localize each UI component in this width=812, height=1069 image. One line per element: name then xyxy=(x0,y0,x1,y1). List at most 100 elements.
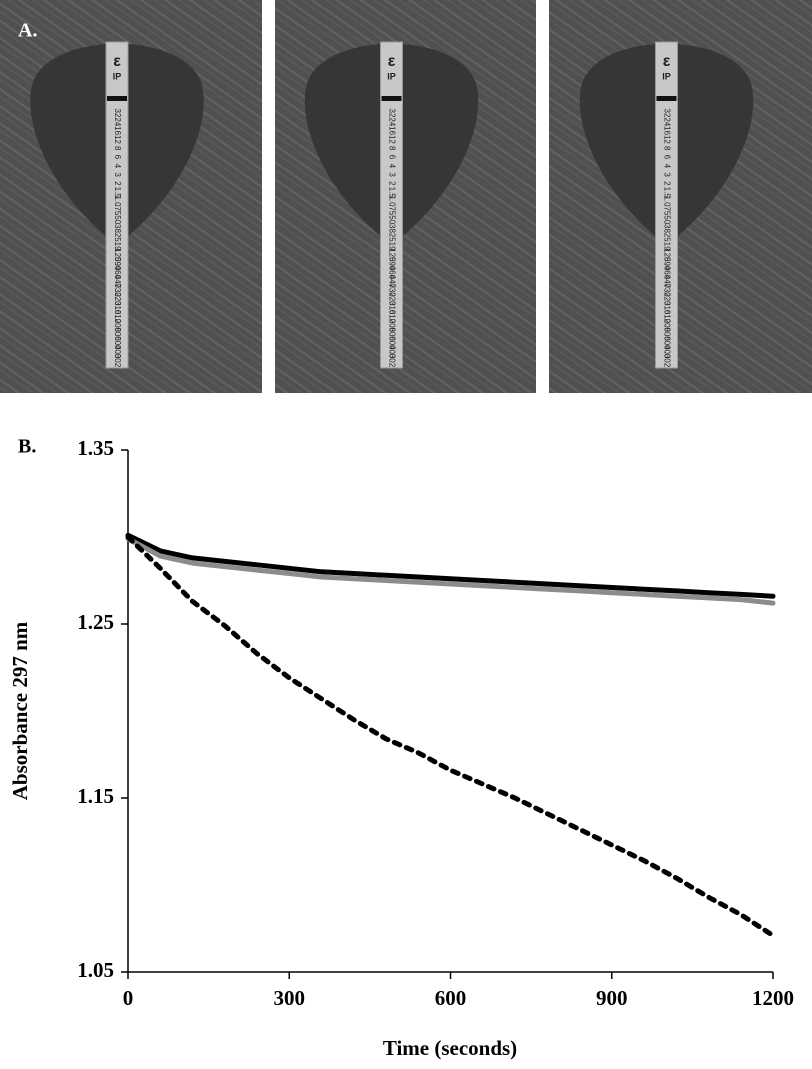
strip-scale-label: 3 xyxy=(387,172,396,177)
strip-scale-label: .25 xyxy=(662,231,671,243)
x-tick-label: 300 xyxy=(274,986,306,1010)
strip-scale-label: .023 xyxy=(113,290,122,306)
strip-scale-label: .023 xyxy=(662,290,671,306)
strip-scale-label: .094 xyxy=(662,255,671,271)
strip-scale-label: .125 xyxy=(662,246,671,262)
strip xyxy=(655,41,678,369)
strip-scale-label: 1.0 xyxy=(113,195,122,207)
strip-logo: ε xyxy=(113,53,121,70)
strip-scale-label: .016 xyxy=(662,299,671,315)
strip-scale-label: 6 xyxy=(113,155,122,160)
strip-scale-label: .004 xyxy=(662,334,671,350)
x-tick-label: 0 xyxy=(123,986,134,1010)
y-tick-label: 1.15 xyxy=(77,784,114,808)
strip-scale-label: 6 xyxy=(387,155,396,160)
strip-scale-label: 8 xyxy=(387,146,396,151)
strip-code: IP xyxy=(113,71,122,81)
strip-scale-label: .012 xyxy=(387,308,396,324)
strip-code: IP xyxy=(662,71,671,81)
strip xyxy=(380,41,403,369)
strip-scale-label: 16 xyxy=(662,126,671,135)
strip-scale-label: .023 xyxy=(387,290,396,306)
strip-scale-label: 24 xyxy=(387,117,396,126)
data-line xyxy=(125,536,776,606)
strip-scale-label: .25 xyxy=(113,231,122,243)
strip-scale-label: .125 xyxy=(113,246,122,262)
strip-scale-label: .19 xyxy=(662,239,671,251)
strip-scale-label: 16 xyxy=(387,126,396,135)
strip-scale-label: 16 xyxy=(113,126,122,135)
strip-logo: ε xyxy=(663,53,671,70)
panel-a: εIP32241612864321.51.0.75.50.38.25.19.12… xyxy=(0,0,812,393)
strip-scale-label: 24 xyxy=(662,117,671,126)
strip-scale-label: 6 xyxy=(662,155,671,160)
strip-scale-label: 4 xyxy=(662,164,671,169)
strip-scale-label: .032 xyxy=(662,281,671,297)
data-line xyxy=(125,532,776,599)
strip-scale-label: 4 xyxy=(387,164,396,169)
y-tick-label: 1.25 xyxy=(77,610,114,634)
strip-scale-label: .008 xyxy=(662,316,671,332)
strip-scale-label: 32 xyxy=(662,109,671,118)
x-tick-label: 600 xyxy=(435,986,467,1010)
strip-scale-label: .006 xyxy=(662,325,671,341)
strip-scale-label: .003 xyxy=(387,343,396,359)
strip-scale-label: .125 xyxy=(387,246,396,262)
strip-scale-label: 12 xyxy=(113,135,122,144)
strip-scale-label: 24 xyxy=(113,117,122,126)
strip-scale-label: .38 xyxy=(387,222,396,234)
strip-scale-label: .064 xyxy=(662,264,671,280)
y-tick-label: 1.35 xyxy=(77,436,114,460)
strip-scale-label: 1.5 xyxy=(113,187,122,199)
strip-scale-label: .004 xyxy=(113,334,122,350)
strip-scale-label: 3 xyxy=(662,172,671,177)
panel-label: A. xyxy=(18,20,37,42)
strip-code: IP xyxy=(387,71,396,81)
strip-scale-label: .064 xyxy=(387,264,396,280)
strip-scale-label: .012 xyxy=(113,308,122,324)
strip-scale-label: .38 xyxy=(113,222,122,234)
strip-scale-label: .047 xyxy=(662,272,671,288)
strip-scale-label: .003 xyxy=(113,343,122,359)
panel-label: B. xyxy=(18,436,36,458)
strip-scale-label: 1.5 xyxy=(662,187,671,199)
strip-scale-label: .25 xyxy=(387,231,396,243)
strip-scale-label: 1.0 xyxy=(662,195,671,207)
strip-logo: ε xyxy=(388,53,396,70)
strip-scale-label: .016 xyxy=(113,299,122,315)
strip-scale-label: .047 xyxy=(113,272,122,288)
strip-scale-label: 32 xyxy=(387,109,396,118)
strip-scale-label: 3 xyxy=(113,172,122,177)
x-axis-title: Time (seconds) xyxy=(383,1036,517,1060)
strip-scale-label: .004 xyxy=(387,334,396,350)
strip-scale-label: .75 xyxy=(662,204,671,216)
strip-scale-label: .002 xyxy=(113,352,122,368)
strip-bar xyxy=(656,96,677,101)
strip-scale-label: .032 xyxy=(113,281,122,297)
strip-scale-label: .50 xyxy=(113,213,122,225)
strip-scale-label: .008 xyxy=(387,316,396,332)
strip-scale-label: 2 xyxy=(662,181,671,186)
x-tick-label: 900 xyxy=(596,986,628,1010)
strip-scale-label: 12 xyxy=(662,135,671,144)
strip-scale-label: 8 xyxy=(113,146,122,151)
x-tick-label: 1200 xyxy=(752,986,794,1010)
strip-bar xyxy=(107,96,127,101)
strip-scale-label: 12 xyxy=(387,135,396,144)
strip-scale-label: 8 xyxy=(662,146,671,151)
strip-scale-label: .032 xyxy=(387,281,396,297)
strip-scale-label: 32 xyxy=(113,109,122,118)
strip-scale-label: .19 xyxy=(387,239,396,251)
strip-scale-label: .006 xyxy=(387,325,396,341)
strip-scale-label: .19 xyxy=(113,239,122,251)
strip-scale-label: .064 xyxy=(113,264,122,280)
strip-scale-label: .003 xyxy=(662,343,671,359)
strip-scale-label: .094 xyxy=(113,255,122,271)
strip-scale-label: 2 xyxy=(387,181,396,186)
strip-scale-label: .75 xyxy=(113,204,122,216)
strip-scale-label: 4 xyxy=(113,164,122,169)
y-tick-label: 1.05 xyxy=(77,958,114,982)
strip-scale-label: .50 xyxy=(662,213,671,225)
y-axis-title: Absorbance 297 nm xyxy=(8,621,32,800)
